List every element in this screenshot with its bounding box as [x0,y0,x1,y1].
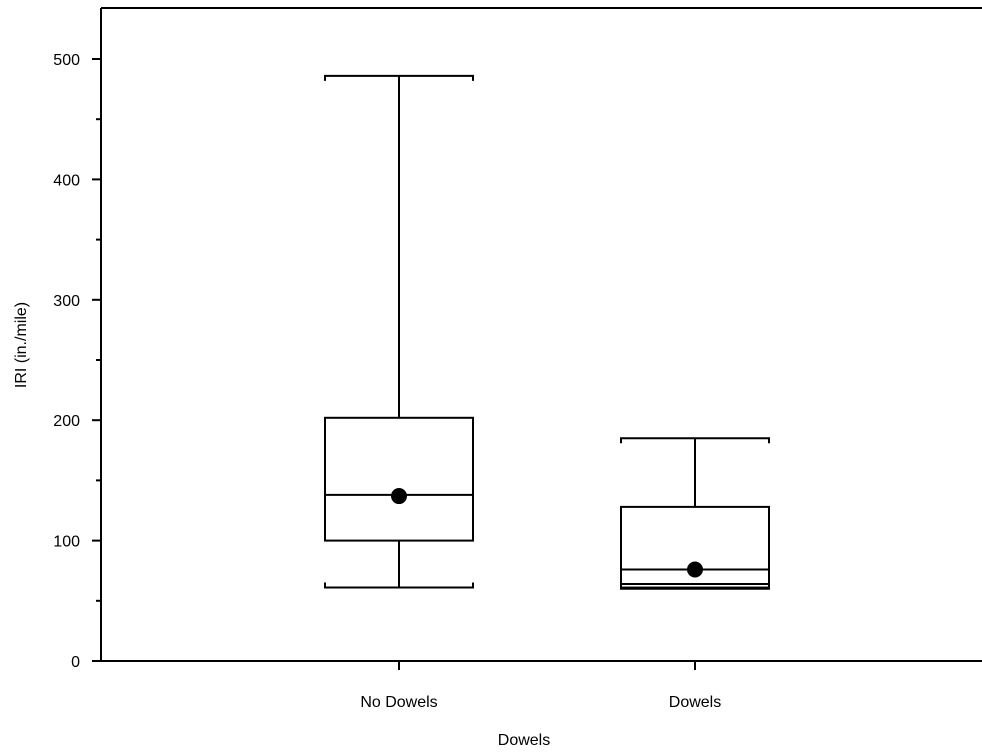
box-series [324,74,770,590]
y-tick-label: 0 [71,654,80,671]
y-axis-title: IRI (in./mile) [13,302,30,388]
box-iqr [324,416,474,542]
whisker-cap-lower [324,582,474,589]
y-axis-ticks: 0 100 200 300 400 500 [53,52,101,671]
x-tick-label: Dowels [669,694,721,711]
mean-marker [687,561,703,578]
whisker-cap-upper [324,74,474,81]
x-axis-ticks: No Dowels Dowels [360,661,721,711]
whisker-cap-lower [620,583,770,590]
x-tick-label: No Dowels [360,694,437,711]
y-tick-label: 400 [53,172,80,189]
x-axis-title: Dowels [498,732,550,749]
box-no-dowels [324,74,474,589]
mean-marker [391,488,407,505]
y-tick-label: 100 [53,534,80,551]
box-dowels [620,437,770,590]
whisker-cap-upper [620,437,770,444]
y-tick-label: 500 [53,52,80,69]
y-tick-label: 200 [53,413,80,430]
axes-frame [100,7,982,662]
y-tick-label: 300 [53,293,80,310]
